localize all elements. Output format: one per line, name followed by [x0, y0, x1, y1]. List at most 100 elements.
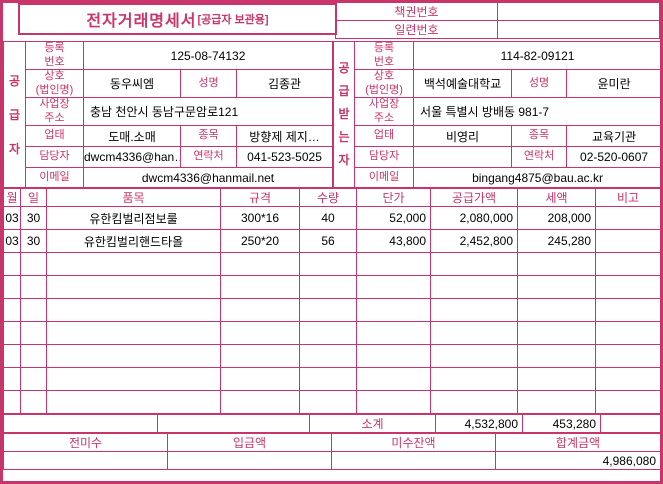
subtotal-note-cell — [600, 414, 661, 433]
deposit-value — [167, 451, 332, 470]
item-month: 03 — [3, 229, 21, 253]
book-number-row: 책권번호 — [335, 2, 660, 21]
empty-cell — [430, 298, 518, 322]
empty-cell — [299, 367, 357, 391]
prev-balance-value — [3, 451, 168, 470]
subtotal-label: 소계 — [309, 414, 436, 433]
empty-cell — [3, 390, 21, 414]
supplier-bizitem: 방향제 제지… — [235, 125, 334, 147]
empty-cell — [299, 344, 357, 368]
buyer-ceo-label: 성명 — [511, 69, 568, 98]
empty-cell — [46, 321, 221, 345]
empty-cell — [595, 275, 661, 299]
buyer-email-label: 이메일 — [354, 167, 415, 188]
empty-cell — [20, 367, 47, 391]
empty-cell — [430, 275, 518, 299]
supplier-manager-label: 담당자 — [25, 146, 84, 168]
empty-cell — [299, 252, 357, 276]
empty-cell — [220, 344, 300, 368]
col-note-header: 비고 — [595, 188, 661, 207]
col-supply-header: 공급가액 — [430, 188, 518, 207]
form-title-subtitle: [공급자 보관용] — [197, 14, 269, 26]
item-supply: 2,452,800 — [430, 229, 518, 253]
buyer-address-label: 사업장 주소 — [354, 97, 415, 126]
empty-cell — [3, 298, 21, 322]
grand-total-label: 합계금액 — [495, 433, 661, 452]
items-table: 월 일 품목 규격 수량 단가 공급가액 세액 비고 03 30 유한킴벌리점보… — [3, 188, 661, 414]
serial-number-value — [497, 20, 660, 39]
subtotal-row: 소계 4,532,800 453,280 — [3, 414, 661, 433]
supplier-address: 충남 천안시 동남구문암로121 — [82, 97, 334, 126]
supplier-ceo-name: 김종관 — [235, 69, 334, 98]
empty-cell — [46, 298, 221, 322]
supplier-manager: dwcm4336@han… — [83, 146, 181, 168]
buyer-email: bingang4875@bau.ac.kr — [413, 167, 663, 188]
summary-labels-row: 전미수 입금액 미수잔액 합계금액 — [3, 433, 661, 452]
item-row-empty — [3, 252, 661, 276]
empty-cell — [46, 275, 221, 299]
item-row-empty — [3, 275, 661, 299]
item-row-empty — [3, 344, 661, 368]
buyer-manager — [413, 146, 513, 168]
empty-cell — [220, 367, 300, 391]
item-row: 03 30 유한킴벌리핸드타올 250*20 56 43,800 2,452,8… — [3, 229, 661, 253]
subtotal-supply-amount: 4,532,800 — [435, 414, 523, 433]
supplier-bizitem-label: 종목 — [180, 125, 237, 147]
empty-cell — [3, 367, 21, 391]
empty-cell — [220, 275, 300, 299]
supplier-company-name: 동우씨엠 — [83, 69, 181, 98]
item-row-empty — [3, 390, 661, 414]
empty-cell — [3, 321, 21, 345]
item-day: 30 — [20, 206, 47, 230]
grand-total-value: 4,986,080 — [495, 451, 661, 470]
empty-cell — [356, 252, 431, 276]
empty-cell — [3, 252, 21, 276]
item-supply: 2,080,000 — [430, 206, 518, 230]
item-tax: 245,280 — [517, 229, 596, 253]
supplier-role-label: 공 급 자 — [3, 41, 26, 188]
outstanding-value — [331, 451, 496, 470]
form-title: 전자거래명세서 — [86, 13, 197, 30]
empty-cell — [299, 321, 357, 345]
empty-cell — [46, 344, 221, 368]
col-qty-header: 수량 — [299, 188, 357, 207]
item-name: 유한킴벌리점보룰 — [46, 206, 221, 230]
col-price-header: 단가 — [356, 188, 431, 207]
empty-cell — [356, 367, 431, 391]
item-tax: 208,000 — [517, 206, 596, 230]
item-row: 03 30 유한킴벌리점보룰 300*16 40 52,000 2,080,00… — [3, 206, 661, 230]
summary-section: 전미수 입금액 미수잔액 합계금액 4,986,080 — [3, 433, 661, 470]
buyer-reg-number: 114-82-09121 — [413, 41, 663, 70]
empty-cell — [20, 321, 47, 345]
buyer-ceo-name: 윤미란 — [566, 69, 663, 98]
empty-cell — [595, 367, 661, 391]
empty-cell — [430, 252, 518, 276]
empty-cell — [430, 321, 518, 345]
buyer-company-name: 백석예술대학교 — [413, 69, 513, 98]
empty-cell — [517, 298, 596, 322]
empty-cell — [356, 390, 431, 414]
parties-section: 공 급 자 등록 번호 125-08-74132 상호 (법인명) 동우씨엠 성… — [3, 41, 663, 188]
empty-cell — [299, 275, 357, 299]
outstanding-label: 미수잔액 — [331, 433, 496, 452]
empty-cell — [356, 321, 431, 345]
buyer-biztype: 비영리 — [413, 125, 513, 147]
empty-cell — [517, 275, 596, 299]
form-header: 전자거래명세서 [공급자 보관용] 책권번호 일련번호 — [3, 2, 660, 41]
empty-cell — [3, 275, 21, 299]
empty-cell — [46, 252, 221, 276]
doc-number-table: 책권번호 일련번호 — [335, 2, 660, 39]
deposit-label: 입금액 — [167, 433, 332, 452]
col-month-header: 월 — [3, 188, 21, 207]
empty-cell — [430, 390, 518, 414]
supplier-biztype: 도매.소매 — [83, 125, 181, 147]
buyer-panel: 공 급 받 는 자 등록 번호 114-82-09121 상호 (법인명) 백석… — [333, 41, 663, 188]
empty-cell — [46, 367, 221, 391]
col-spec-header: 규격 — [220, 188, 300, 207]
empty-cell — [517, 390, 596, 414]
empty-cell — [220, 321, 300, 345]
buyer-role-label: 공 급 받 는 자 — [333, 41, 356, 188]
item-month: 03 — [3, 206, 21, 230]
serial-number-label: 일련번호 — [335, 20, 498, 39]
